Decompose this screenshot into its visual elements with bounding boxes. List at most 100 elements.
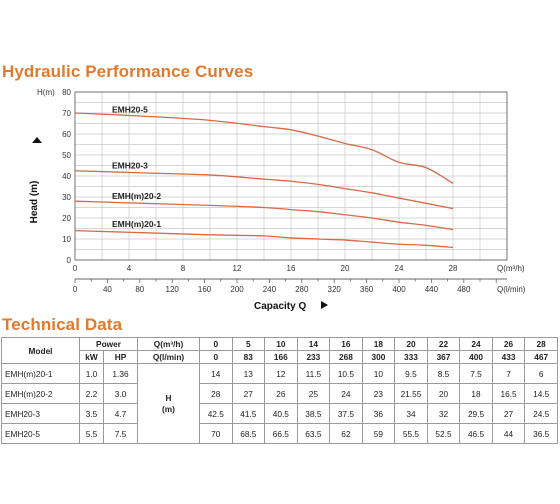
q-lmin-cell: 268 <box>329 350 363 364</box>
model-cell: EMH(m)20-1 <box>1 363 80 384</box>
head-cell: 18 <box>459 383 493 404</box>
head-cell: 68.5 <box>231 423 266 444</box>
head-cell: 27 <box>491 403 526 424</box>
model-cell: EMH20-3 <box>1 403 80 424</box>
q-lmin-cell: 333 <box>394 350 428 364</box>
head-cell: 14 <box>199 363 233 384</box>
head-cell: 28 <box>199 383 233 404</box>
head-cell: 23 <box>361 383 396 404</box>
kw-header: kW <box>79 350 104 364</box>
x2-tick-label: 360 <box>360 285 374 294</box>
head-cell: 37.5 <box>329 403 363 424</box>
head-cell: 16.5 <box>491 383 526 404</box>
head-cell: 40.5 <box>264 403 298 424</box>
q-m3h-cell: 28 <box>524 337 558 351</box>
head-cell: 9.5 <box>394 363 428 384</box>
y-tick-label: 40 <box>62 172 71 181</box>
y-axis-name: H(m) <box>37 88 55 97</box>
model-cell: EMH20-5 <box>1 423 80 444</box>
q-m3h-cell: 26 <box>491 337 526 351</box>
head-cell: 70 <box>199 423 233 444</box>
head-cell: 62 <box>329 423 363 444</box>
x2-tick-label: 440 <box>425 285 439 294</box>
x-tick-label: 4 <box>127 264 132 273</box>
y-tick-label: 50 <box>62 151 71 160</box>
kw-cell: 1.0 <box>79 363 104 384</box>
hydraulic-curves-title: Hydraulic Performance Curves <box>2 62 254 81</box>
x2-tick-label: 240 <box>263 285 277 294</box>
head-cell: 59 <box>361 423 396 444</box>
x2-tick-label: 280 <box>295 285 309 294</box>
x2-tick-label: 160 <box>198 285 212 294</box>
head-label: H <box>165 392 172 403</box>
series-label: EMH20-5 <box>112 105 148 115</box>
y-tick-label: 20 <box>62 214 71 223</box>
head-cell: 14.5 <box>524 383 558 404</box>
x2-axis-name: Q(l/min) <box>497 285 526 294</box>
x-tick-label: 0 <box>73 264 78 273</box>
q-m3h-cell: 24 <box>459 337 493 351</box>
table-row: EMH20-3 3.5 4.7 42.5 41.5 40.5 38.5 37.5… <box>1 403 558 424</box>
y-axis-arrow-icon <box>32 137 42 143</box>
y-axis-label: Head (m) <box>29 181 40 224</box>
q-lmin-cell: 83 <box>231 350 266 364</box>
hp-cell: 3.0 <box>103 383 138 404</box>
table-subheader-row: kW HP Q(l/min) 0 83 166 233 268 300 333 … <box>2 350 558 364</box>
x2-tick-label: 400 <box>392 285 406 294</box>
head-cell: 8.5 <box>426 363 461 384</box>
kw-cell: 3.5 <box>79 403 104 424</box>
kw-cell: 2.2 <box>79 383 104 404</box>
head-cell: 7.5 <box>459 363 493 384</box>
kw-cell: 5.5 <box>79 423 104 444</box>
q-lmin-cell: 433 <box>491 350 526 364</box>
series-line <box>74 200 454 231</box>
head-cell: 36.5 <box>524 423 558 444</box>
head-cell: 41.5 <box>231 403 266 424</box>
model-cell: EMH(m)20-2 <box>1 383 80 404</box>
x2-tick-label: 480 <box>457 285 471 294</box>
head-cell: 32 <box>426 403 461 424</box>
x-tick-label: 16 <box>287 264 296 273</box>
power-header: Power <box>79 337 138 351</box>
q-m3h-cell: 5 <box>231 337 266 351</box>
x2-tick-label: 200 <box>230 285 244 294</box>
x-axis-label: Capacity Q <box>254 301 306 312</box>
series-label: EMH(m)20-2 <box>112 191 161 201</box>
x-tick-label: 24 <box>395 264 404 273</box>
x2-tick-label: 0 <box>73 285 78 294</box>
q-m3h-cell: 22 <box>426 337 461 351</box>
head-cell: 13 <box>231 363 266 384</box>
q-lmin-cell: 467 <box>524 350 558 364</box>
plot-frame <box>74 91 508 261</box>
head-cell: 66.5 <box>264 423 298 444</box>
q-m3h-cell: 10 <box>264 337 298 351</box>
q-m3h-header: Q(m³/h) <box>137 337 200 351</box>
q-lmin-header: Q(l/min) <box>137 350 200 364</box>
x-tick-label: 8 <box>181 264 186 273</box>
head-cell: 52.5 <box>426 423 461 444</box>
head-cell: 46.5 <box>459 423 493 444</box>
y-tick-label: 10 <box>62 235 71 244</box>
head-cell: 10 <box>361 363 396 384</box>
q-lmin-cell: 400 <box>459 350 493 364</box>
x2-tick-label: 40 <box>103 285 112 294</box>
x-tick-label: 20 <box>341 264 350 273</box>
head-cell: 34 <box>394 403 428 424</box>
series-line <box>74 112 454 184</box>
head-cell: 6 <box>524 363 558 384</box>
head-unit: (m) <box>162 403 175 414</box>
chart-series: EMH20-5 EMH20-3 EMH(m)20-2 EMH(m)20-1 <box>74 105 454 249</box>
q-m3h-cell: 18 <box>361 337 396 351</box>
head-cell: 24.5 <box>524 403 558 424</box>
head-cell: 26 <box>264 383 298 404</box>
head-cell: 55.5 <box>394 423 428 444</box>
y-tick-label: 80 <box>62 88 71 97</box>
hp-cell: 4.7 <box>103 403 138 424</box>
q-lmin-cell: 367 <box>426 350 461 364</box>
head-cell: 11.5 <box>296 363 331 384</box>
q-m3h-cell: 0 <box>199 337 233 351</box>
q-lmin-cell: 0 <box>199 350 233 364</box>
head-cell: 12 <box>264 363 298 384</box>
